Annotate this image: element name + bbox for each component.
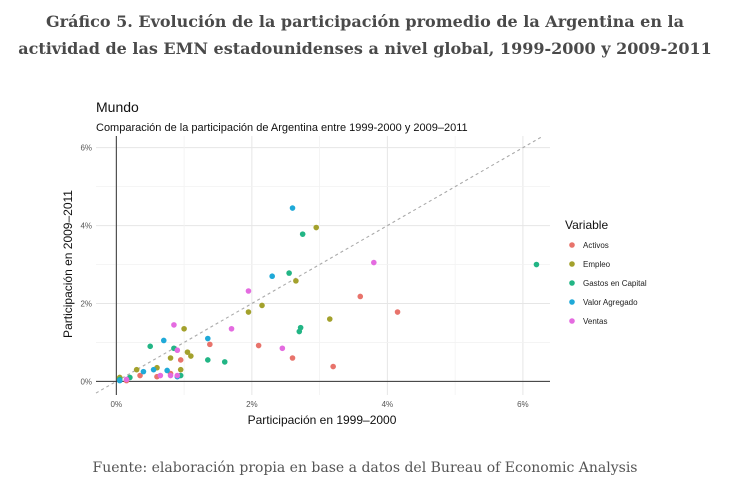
data-point [174,347,181,354]
series-valor-agregado [116,205,296,384]
x-tick-label: 4% [382,400,394,409]
data-point [160,337,167,344]
data-point [205,335,211,342]
x-tick-labels: 0% 2% 4% 6% [111,400,529,409]
data-point [330,363,336,370]
data-point [221,359,228,365]
reference-line [95,135,544,394]
series-empleo [116,224,333,381]
scatter-chart: Mundo Comparación de la participación de… [61,99,647,427]
y-tick-label: 4% [80,222,92,231]
data-point [167,355,174,361]
legend-item-label: Gastos en Capital [583,279,647,288]
data-point [245,288,252,294]
data-point [357,293,364,300]
legend-item-label: Empleo [583,260,611,269]
data-point [150,366,157,373]
data-point [177,366,184,373]
data-point [184,349,191,355]
data-point [289,205,296,211]
y-tick-labels: 0% 2% 4% 6% [80,144,92,387]
chart-container: Mundo Comparación de la participación de… [60,88,675,440]
data-point [299,231,306,237]
series-activos [116,293,401,384]
data-point [177,357,184,363]
data-point [313,224,320,231]
data-point [167,372,174,379]
data-point [171,322,177,328]
data-point [279,345,286,352]
data-points [116,205,540,384]
legend-key [569,261,575,267]
data-point [164,367,170,374]
data-point [286,270,292,276]
data-point [326,316,333,322]
legend-item-label: Activos [583,241,609,250]
data-point [140,368,147,375]
data-point [259,302,265,309]
data-point [174,372,181,379]
y-axis-label: Participación en 2009–2011 [61,190,75,338]
chart-title: Mundo [96,99,139,115]
x-tick-label: 2% [246,400,258,409]
data-point [123,376,130,383]
x-tick-label: 6% [517,400,529,409]
data-point [205,357,211,363]
legend-key [569,242,575,248]
data-point [133,366,140,373]
y-tick-label: 0% [80,377,92,386]
plot-area [95,135,550,395]
data-point [157,372,164,379]
legend-key [569,280,575,286]
legend: Variable Activos Empleo Gastos en Capital V… [565,218,647,326]
x-axis-label: Participación en 1999–2000 [248,413,397,427]
y-tick-label: 2% [80,299,92,308]
data-point [147,343,154,350]
x-tick-label: 0% [111,400,123,409]
series-gastos-en-capital [116,231,540,383]
data-point [533,261,540,268]
data-point [181,325,187,332]
figure-source: Fuente: elaboración propia en base a dat… [92,460,638,476]
data-point [207,341,213,348]
data-point [289,355,296,361]
data-point [188,353,194,359]
data-point [269,273,275,280]
figure-title: Gráfico 5. Evolución de la participación… [0,8,730,62]
y-tick-label: 6% [80,144,92,153]
figure-title-line-1: Gráfico 5. Evolución de la participación… [46,12,684,31]
legend-key [569,318,575,324]
legend-item-label: Valor Agregado [583,298,638,307]
data-point [255,342,262,349]
data-point [116,377,123,384]
data-point [245,309,252,315]
legend-item-label: Ventas [583,317,607,326]
chart-subtitle: Comparación de la participación de Argen… [96,122,468,134]
legend-title: Variable [565,218,608,232]
data-point [137,372,143,379]
figure-title-line-2: actividad de las EMN estadounidenses a n… [18,39,712,58]
legend-key [569,299,575,305]
data-point [297,324,304,331]
data-point [394,309,401,315]
data-point [228,325,235,332]
data-point [371,259,377,266]
data-point [293,278,299,284]
series-ventas [123,259,377,383]
